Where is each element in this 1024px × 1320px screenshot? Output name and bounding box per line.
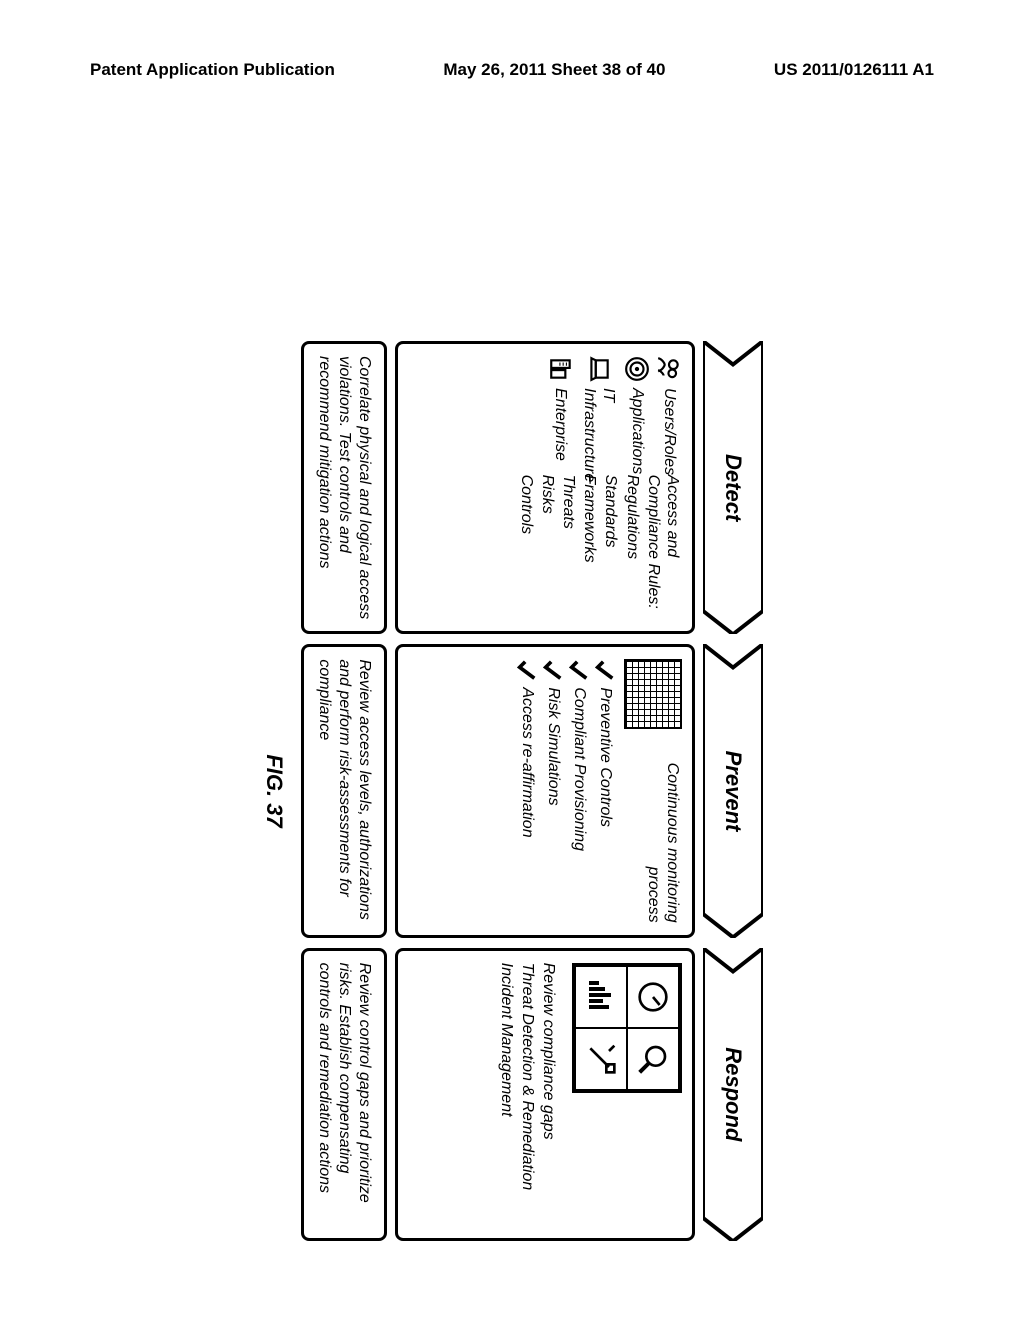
detect-right-item: Regulations (622, 475, 641, 620)
detect-box: Users/Roles Applications IT Infrastructu… (395, 341, 695, 634)
header-center: May 26, 2011 Sheet 38 of 40 (443, 60, 665, 80)
detect-right-item: Frameworks (580, 475, 599, 620)
respond-icon-grid (572, 963, 682, 1093)
list-item: Access re-affirmation (516, 659, 538, 922)
prevent-summary-text: Review access levels, authorizations and… (314, 659, 374, 922)
barchart-icon (575, 966, 627, 1028)
detect-right-item: Standards (601, 475, 620, 620)
prevent-box: Continuous monitoring process Preventive… (395, 644, 695, 937)
header-left: Patent Application Publication (90, 60, 335, 80)
list-item: Compliant Provisioning (568, 659, 590, 922)
chevron-respond-label: Respond (720, 1047, 746, 1141)
detect-right-item: Access and Compliance Rules: (644, 475, 682, 620)
detect-item-label: IT Infrastructure (580, 388, 618, 482)
check-icon (568, 659, 590, 681)
detect-right-item: Controls (517, 475, 536, 620)
gauge-icon (627, 966, 679, 1028)
respond-item: Review compliance gaps (539, 963, 558, 1226)
diagram-rotated: Detect Users/Roles Applic (261, 341, 763, 1241)
figure-area: Detect Users/Roles Applic (90, 120, 934, 1120)
detect-right-item: Risks (538, 475, 557, 620)
list-item: IT Infrastructure (580, 356, 618, 467)
respond-list: Review compliance gaps Threat Detection … (496, 963, 558, 1226)
laptop-icon (586, 356, 612, 382)
detect-right-list: Access and Compliance Rules: Regulations… (517, 475, 683, 620)
detect-item-label: Enterprise (551, 388, 570, 461)
list-item: Preventive Controls (594, 659, 616, 922)
respond-item: Threat Detection & Remediation (518, 963, 537, 1226)
respond-summary-text: Review control gaps and prioritize risks… (314, 963, 374, 1226)
list-item: Enterprise (548, 356, 574, 467)
list-item: Risk Simulations (542, 659, 564, 922)
tools-icon (575, 1028, 627, 1090)
respond-item: Incident Management (496, 963, 515, 1226)
column-prevent: Prevent Continuous monitoring process (301, 644, 763, 937)
check-label: Risk Simulations (543, 687, 562, 805)
page-header: Patent Application Publication May 26, 2… (90, 60, 934, 80)
figure-label: FIG. 37 (261, 341, 287, 1241)
check-icon (516, 659, 538, 681)
check-icon (542, 659, 564, 681)
check-label: Access re-affirmation (517, 687, 536, 837)
detect-summary-text: Correlate physical and logical access vi… (314, 356, 374, 619)
list-item: Users/Roles (656, 356, 682, 467)
detect-right-item: Threats (559, 475, 578, 620)
monitor-text: Continuous monitoring process (644, 737, 682, 922)
chevron-prevent-label: Prevent (720, 751, 746, 832)
chevron-prevent: Prevent (703, 644, 763, 937)
chevron-respond: Respond (703, 948, 763, 1241)
target-icon (624, 356, 650, 382)
check-label: Compliant Provisioning (569, 687, 588, 851)
check-icon (594, 659, 616, 681)
grid-icon (624, 659, 682, 729)
chevron-detect: Detect (703, 341, 763, 634)
detect-summary: Correlate physical and logical access vi… (301, 341, 387, 634)
detect-item-label: Users/Roles (659, 388, 678, 475)
respond-summary: Review control gaps and prioritize risks… (301, 948, 387, 1241)
building-icon (548, 356, 574, 382)
check-list: Preventive Controls Compliant Provisioni… (516, 659, 616, 922)
users-icon (656, 356, 682, 382)
header-right: US 2011/0126111 A1 (774, 60, 934, 80)
check-label: Preventive Controls (595, 687, 614, 827)
column-respond: Respond Review compliance gaps (301, 948, 763, 1241)
prevent-summary: Review access levels, authorizations and… (301, 644, 387, 937)
column-detect: Detect Users/Roles Applic (301, 341, 763, 634)
magnify-icon (627, 1028, 679, 1090)
detect-left-list: Users/Roles Applications IT Infrastructu… (517, 356, 683, 467)
detect-item-label: Applications (627, 388, 646, 474)
list-item: Applications (624, 356, 650, 467)
respond-box: Review compliance gaps Threat Detection … (395, 948, 695, 1241)
chevron-detect-label: Detect (720, 454, 746, 521)
